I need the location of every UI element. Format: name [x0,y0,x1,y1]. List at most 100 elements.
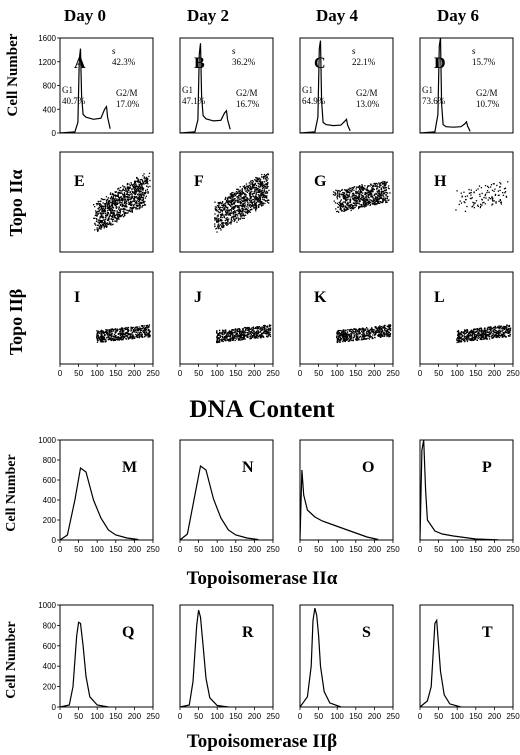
dot [382,332,384,334]
dot [238,218,240,220]
dot [110,330,112,332]
dot [497,330,499,332]
dot [224,205,227,207]
dot [255,202,257,204]
cellcycle-curve-C [299,40,351,134]
dot [141,192,143,194]
dot [218,225,220,228]
dot [145,325,147,327]
dot [259,331,261,333]
dot [118,197,120,199]
dot [485,337,487,339]
dot [252,327,254,329]
dot [266,191,269,193]
dot [266,335,268,337]
dot [236,221,238,223]
dot [389,326,391,328]
dot [360,328,362,330]
dot [135,196,137,198]
dot [250,328,252,330]
dot [134,181,136,183]
dot [214,217,216,219]
dot [368,201,370,203]
dot [135,180,137,182]
dot [501,333,503,335]
dot [104,216,107,218]
dot [382,190,385,193]
dot [340,334,342,336]
topo-alpha-x-O-label-1: 50 [314,545,323,554]
topo-beta-x-Q-label-4: 200 [128,712,142,721]
dot [222,214,224,216]
dot [351,204,353,206]
dot [378,198,380,200]
dot [377,329,379,332]
dot [109,221,111,223]
dot [142,189,144,191]
dot [250,180,252,182]
dot [221,204,223,206]
dot [133,185,135,187]
dot [131,210,133,213]
dot [458,338,460,340]
dot [235,218,237,220]
dot [486,329,488,331]
dot [342,193,344,196]
dot [239,333,242,335]
dot [387,326,389,328]
dot [233,202,235,204]
dot [100,225,102,227]
topo-beta-cloud-L [456,324,512,344]
dot [380,191,382,193]
dot [239,336,241,339]
dot [382,200,384,202]
dot [360,339,362,341]
dot [493,336,495,338]
dot [503,326,506,329]
dot [130,210,132,213]
dot [239,213,242,216]
dot [241,337,243,339]
dot [119,328,121,330]
dot [256,180,259,183]
dot [120,336,123,338]
dot [118,336,120,339]
dot [235,206,237,208]
dot [104,333,106,336]
dot [372,328,374,331]
dot [144,197,147,199]
dot [130,183,133,185]
dot [459,333,461,335]
topo-alpha-x-O-label-4: 200 [368,545,382,554]
dot [355,192,357,194]
dot [139,185,141,187]
dot [141,194,143,196]
row4-y-label-4: 800 [43,456,57,465]
dot [344,338,346,341]
dot [239,202,242,204]
dot [230,332,232,335]
panel-letter-F: F [194,173,204,190]
dot [241,197,243,199]
dot [241,208,243,210]
dot [352,187,354,189]
dot [226,338,228,340]
dot [124,195,126,197]
dot [243,200,245,203]
dot [101,208,104,210]
dot [380,326,382,328]
dot [239,329,241,331]
dot [114,328,116,330]
dot [97,207,99,210]
dot [254,332,256,334]
dot [389,192,391,194]
dot [131,332,133,334]
dot [381,191,383,193]
dot [374,333,376,335]
dot [135,190,137,192]
dot [383,181,386,183]
dot [496,184,498,187]
dot [225,218,228,221]
topo-beta-scatter-panel-L [419,271,514,365]
dot [120,199,122,201]
